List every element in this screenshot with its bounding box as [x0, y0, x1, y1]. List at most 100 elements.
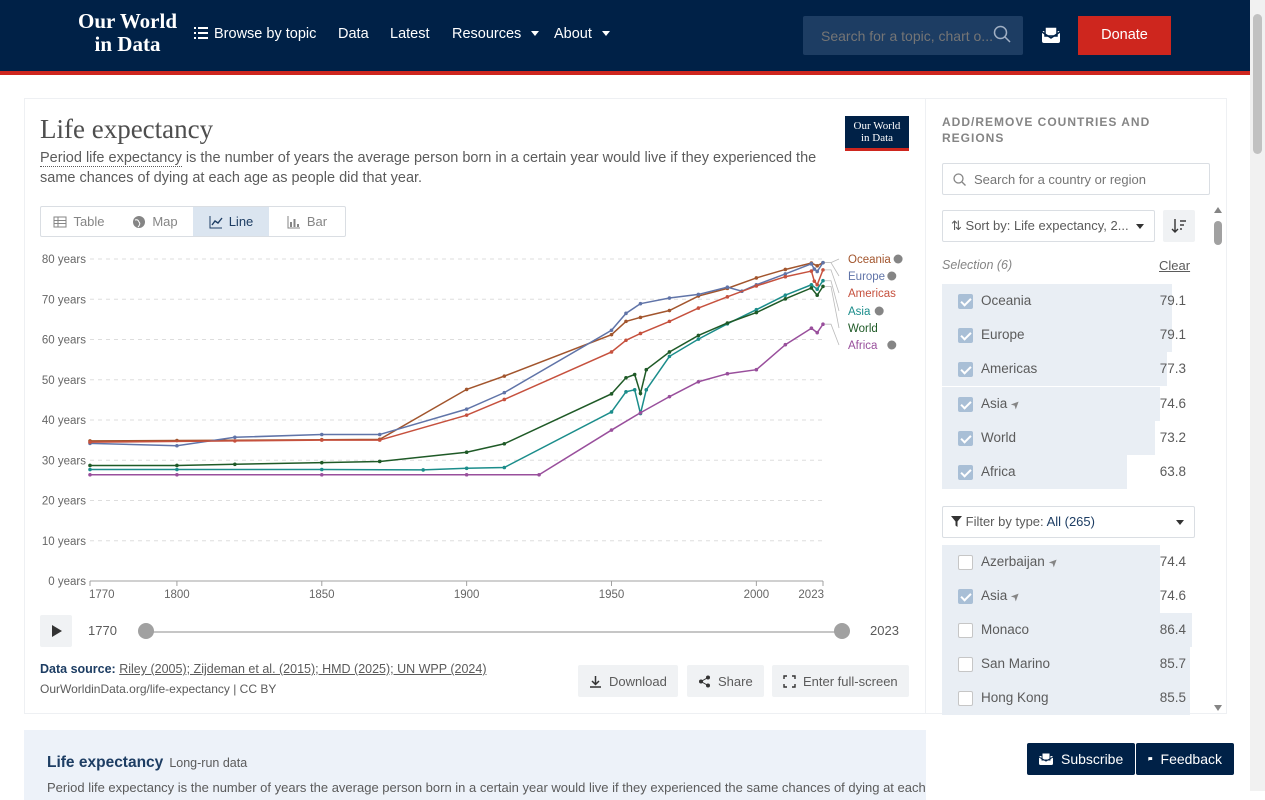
data-point: [725, 295, 730, 299]
label-connector: [825, 285, 840, 329]
checkbox[interactable]: [958, 396, 973, 412]
scroll-up-icon[interactable]: [1214, 207, 1222, 213]
data-source-links[interactable]: Riley (2005); Zijdeman et al. (2015); HM…: [119, 662, 487, 676]
site-logo[interactable]: Our World in Data: [78, 10, 177, 56]
entity-value: 74.4: [1159, 554, 1186, 569]
data-point: [667, 354, 672, 359]
checkbox[interactable]: [958, 362, 973, 378]
checkbox[interactable]: [958, 328, 973, 344]
entity-row[interactable]: Monaco 86.4: [942, 613, 1192, 647]
checkbox[interactable]: [958, 430, 973, 446]
nav-latest[interactable]: Latest: [390, 26, 430, 42]
x-tick-label: 1950: [599, 589, 625, 601]
feedback-button[interactable]: Feedback: [1136, 743, 1234, 775]
site-search[interactable]: [803, 16, 1023, 55]
sidebar-scrollbar-thumb[interactable]: [1214, 221, 1222, 245]
data-point: [502, 465, 507, 470]
sort-dropdown[interactable]: ⇅ Sort by: Life expectancy, 2...: [942, 210, 1155, 242]
entity-row[interactable]: World 73.2: [942, 420, 1192, 455]
y-tick-label: 0 years: [48, 576, 86, 588]
timeline-track[interactable]: [146, 631, 842, 633]
data-point: [815, 269, 820, 274]
download-button[interactable]: Download: [578, 665, 678, 697]
sort-order-button[interactable]: [1163, 210, 1195, 242]
entity-name-wrap: Asia➤: [981, 395, 1024, 412]
entity-row[interactable]: Europe 79.1: [942, 318, 1192, 353]
timeline-end-handle[interactable]: [834, 623, 850, 639]
share-button[interactable]: Share: [687, 665, 764, 697]
checkbox[interactable]: [958, 623, 973, 638]
entity-row[interactable]: Africa 63.8: [942, 455, 1192, 489]
sidebar-scrollbar[interactable]: [1212, 207, 1224, 711]
definition-link[interactable]: Period life expectancy: [40, 150, 182, 167]
entity-value: 79.1: [1159, 327, 1186, 343]
entity-value: 86.4: [1159, 622, 1186, 637]
donate-button[interactable]: Donate: [1078, 16, 1171, 55]
tab-table[interactable]: Table: [41, 207, 117, 236]
entity-name: Asia: [981, 395, 1008, 411]
page-scrollbar[interactable]: [1250, 0, 1265, 791]
data-point: [88, 463, 92, 468]
owid-chart-logo[interactable]: Our World in Data: [845, 116, 909, 151]
checkbox[interactable]: [958, 555, 973, 570]
label-connector: [825, 262, 840, 277]
entity-row[interactable]: Hong Kong 85.5: [942, 681, 1192, 715]
nav-about-label: About: [554, 26, 592, 42]
country-search-input[interactable]: [972, 170, 1202, 188]
data-point: [609, 428, 614, 432]
checkbox[interactable]: [958, 657, 973, 672]
checkbox[interactable]: [958, 589, 973, 604]
chart-card: [24, 98, 1227, 714]
entity-row[interactable]: Asia➤ 74.6: [942, 579, 1192, 613]
checkbox[interactable]: [958, 465, 973, 480]
data-point: [609, 410, 614, 414]
play-button[interactable]: [40, 615, 72, 647]
newsletter-icon[interactable]: [1041, 25, 1061, 45]
x-tick-label: 1850: [309, 589, 335, 601]
series-label: Africa: [848, 340, 878, 352]
y-tick-label: 20 years: [42, 496, 86, 508]
tab-line[interactable]: Line: [193, 207, 269, 236]
subscribe-button[interactable]: Subscribe: [1027, 743, 1136, 775]
tab-map[interactable]: Map: [117, 207, 193, 236]
site-search-input[interactable]: [819, 27, 999, 45]
data-point: [815, 330, 820, 335]
entity-row[interactable]: Americas 77.3: [942, 352, 1192, 387]
entity-value: 77.3: [1159, 361, 1186, 377]
page-scrollbar-thumb[interactable]: [1253, 14, 1262, 154]
tab-bar[interactable]: Bar: [269, 207, 345, 236]
data-point: [754, 276, 759, 280]
fullscreen-button[interactable]: Enter full-screen: [772, 665, 909, 697]
entity-value: 85.5: [1159, 690, 1186, 705]
data-point: [624, 338, 628, 343]
country-search[interactable]: [942, 163, 1210, 195]
entity-value: 79.1: [1159, 293, 1186, 308]
nav-resources[interactable]: Resources: [452, 26, 540, 42]
chevron-down-icon: [601, 31, 610, 36]
entity-row[interactable]: Oceania 79.1: [942, 284, 1192, 318]
data-point: [377, 432, 382, 437]
checkbox[interactable]: [958, 691, 973, 706]
value-bar: [942, 420, 1155, 455]
nav-data[interactable]: Data: [338, 26, 369, 42]
entity-row[interactable]: Azerbaijan➤ 74.4: [942, 545, 1192, 579]
data-point: [754, 367, 759, 372]
series-line: [89, 269, 824, 443]
filter-dropdown[interactable]: Filter by type: All (265): [942, 506, 1195, 538]
timeline-start-handle[interactable]: [138, 623, 154, 639]
entity-row[interactable]: San Marino 85.7: [942, 647, 1192, 681]
nav-browse-by-topic[interactable]: Browse by topic: [194, 26, 316, 42]
scroll-down-icon[interactable]: [1214, 705, 1222, 711]
line-chart[interactable]: 0 years 10 years 20 years 30 years 40 years 5…: [40, 248, 910, 608]
value-bar: [942, 284, 1172, 318]
entity-value: 73.2: [1159, 429, 1186, 445]
entity-value: 63.8: [1159, 464, 1186, 479]
clear-button[interactable]: Clear: [1159, 258, 1191, 273]
checkbox[interactable]: [958, 294, 973, 309]
data-point: [638, 301, 643, 306]
entity-row[interactable]: Asia➤ 74.6: [942, 386, 1192, 421]
nav-about[interactable]: About: [554, 26, 610, 42]
data-point: [783, 272, 788, 276]
sidebar-heading: ADD/REMOVE COUNTRIES AND REGIONS: [942, 115, 1151, 145]
filter-icon: [951, 516, 962, 527]
